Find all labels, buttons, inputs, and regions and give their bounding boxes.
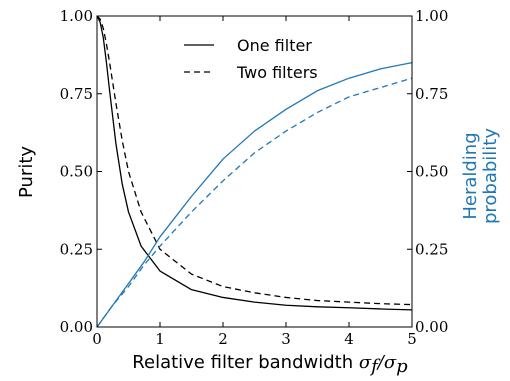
x-axis-label-sub-p: p	[396, 356, 408, 377]
legend-label-one-filter: One filter	[237, 36, 312, 55]
series-line-heralding-two-filters	[96, 77, 413, 328]
y-tick-label-right: 0.75	[415, 85, 448, 103]
x-tick-label: 3	[281, 330, 291, 348]
x-axis-label-sigma-p: /σ	[376, 352, 397, 373]
x-axis-label-sigma-f: σ	[359, 352, 372, 373]
series-line-purity-one-filter	[96, 15, 413, 311]
y-tick-label-left: 0.00	[60, 318, 93, 336]
y-axis-label-right-line1: Heralding	[460, 132, 481, 219]
legend-label-two-filters: Two filters	[236, 63, 318, 82]
y-tick-label-left: 1.00	[60, 7, 93, 25]
y-tick-label-left: 0.25	[60, 240, 93, 258]
y-tick-label-left: 0.50	[60, 163, 93, 181]
x-tick-label: 0	[92, 330, 102, 348]
y-axis-label-left: Purity	[16, 146, 37, 198]
series-layer	[96, 15, 413, 328]
y-axis-label-right-line2: probability	[480, 128, 501, 224]
x-tick-label: 5	[407, 330, 417, 348]
x-tick-label: 1	[155, 330, 165, 348]
x-tick-label: 2	[218, 330, 228, 348]
ticks-layer: 0 1 2 3 4 50.000.250.500.751.000.000.250.500.…	[60, 7, 449, 348]
y-tick-label-right: 0.25	[415, 240, 448, 258]
y-tick-label-right: 0.00	[415, 318, 448, 336]
y-tick-label-right: 0.50	[415, 163, 448, 181]
x-axis-label-text: Relative filter bandwidth	[132, 352, 359, 373]
legend: One filter Two filters	[184, 36, 318, 82]
x-axis-label: Relative filter bandwidth σf/σp	[132, 352, 408, 377]
series-line-heralding-one-filter	[96, 62, 413, 328]
y-tick-label-left: 0.75	[60, 85, 93, 103]
x-tick-label: 4	[344, 330, 354, 348]
series-line-purity-two-filters	[96, 15, 413, 306]
y-tick-label-right: 1.00	[415, 7, 448, 25]
